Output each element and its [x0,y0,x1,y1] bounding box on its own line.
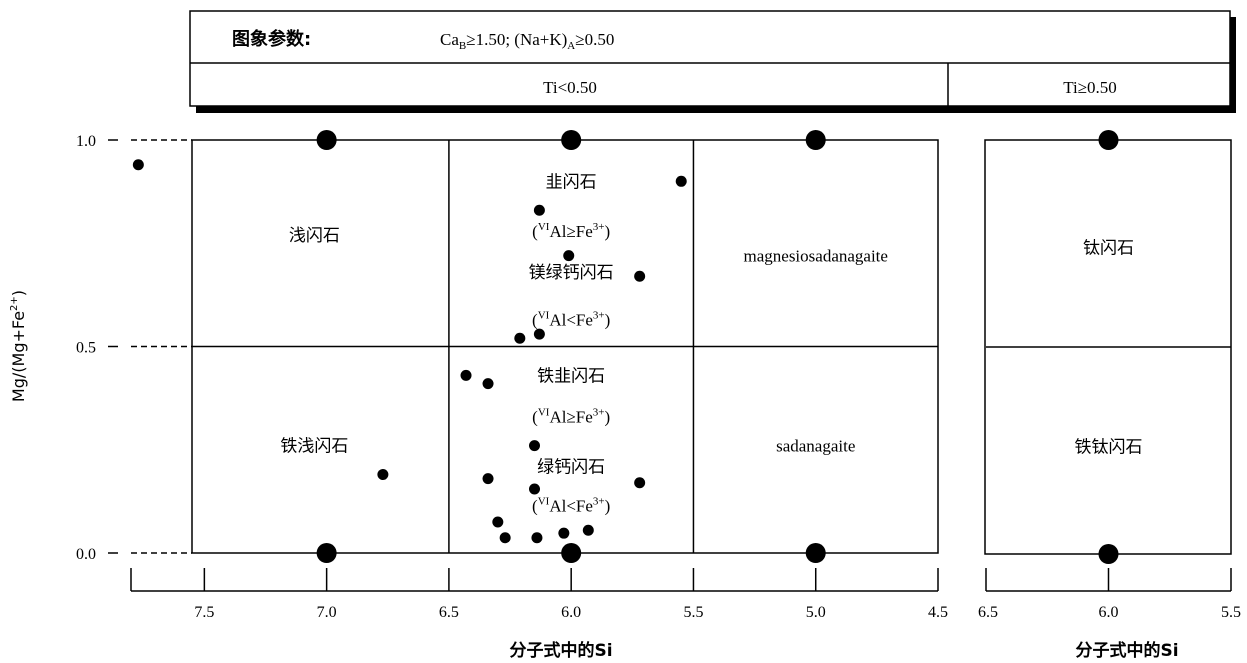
main-x-tick-label-4: 5.5 [683,604,703,621]
main-data-point-11 [482,473,494,485]
main-data-point-14 [492,516,504,528]
main-data-point-17 [558,527,570,539]
main-field-label-7: sadanagaite [776,437,855,456]
main-field-label-0: 浅闪石 [289,226,340,246]
main-large-marker-1 [561,130,582,150]
side-x-axis: 6.5 6.0 5.5 [978,568,1241,621]
main-x-axis: 7.5 7.0 6.5 6.0 5.5 5.0 4.5 [130,568,948,621]
main-data-points [132,159,687,544]
header-label: 图象参数: [232,28,311,50]
main-sub-label-3: (VIAl<Fe3+) [532,496,610,516]
side-large-marker-1 [1098,544,1119,564]
header-panel: 图象参数: CaB≥1.50; (Na+K)A≥0.50 Ti<0.50 Ti≥… [189,10,1236,113]
side-x-tick-label-1: 6.0 [1099,604,1119,621]
main-sub-label-1: (VIAl<Fe3+) [532,310,610,330]
main-y-tick-label-2: 1.0 [76,133,96,150]
main-sub-label-0: (VIAl≥Fe3+) [532,221,610,241]
main-large-marker-3 [316,543,337,563]
main-data-point-3 [563,250,575,262]
main-data-point-1 [533,204,545,216]
main-data-point-9 [529,440,540,452]
main-subscript-labels: (VIAl≥Fe3+) (VIAl<Fe3+) (VIAl≥Fe3+) (VIAl<F… [532,221,610,516]
main-large-marker-2 [805,130,826,150]
main-data-point-2 [675,175,687,187]
main-field-label-6: magnesiosadanagaite [744,247,888,266]
main-data-point-18 [582,524,594,536]
main-field-label-1: 铁浅闪石 [280,437,348,457]
main-y-dashes [108,139,192,554]
side-large-marker-0 [1098,130,1119,150]
header-box [189,10,1231,107]
main-large-marker-0 [316,130,337,150]
main-y-tick-labels: 0.0 0.5 1.0 [76,133,96,563]
main-data-point-10 [377,469,389,481]
main-field-label-3: 镁绿钙闪石 [529,263,614,283]
main-data-point-16 [531,532,543,544]
side-field-label-1: 铁钛闪石 [1075,437,1143,457]
main-x-axis-label: 分子式中的Si [509,640,612,661]
main-x-tick-label-1: 7.0 [317,604,337,621]
main-field-boundaries [192,140,938,553]
main-data-point-7 [460,369,472,381]
main-sub-label-2: (VIAl≥Fe3+) [532,407,610,427]
main-data-point-6 [514,332,526,344]
main-data-point-5 [533,328,545,340]
main-x-tick-label-0: 7.5 [194,604,214,621]
main-data-point-0 [132,159,144,171]
main-x-tick-label-2: 6.5 [439,604,459,621]
main-data-point-12 [634,477,646,489]
main-x-tick-label-5: 5.0 [806,604,826,621]
side-x-tick-label-2: 5.5 [1221,604,1241,621]
side-x-axis-label: 分子式中的Si [1075,640,1178,661]
main-field-label-4: 铁韭闪石 [537,366,605,386]
main-x-tick-label-6: 4.5 [928,604,948,621]
main-data-point-8 [482,378,494,390]
side-large-markers [1098,130,1119,564]
main-large-markers [316,130,826,563]
main-large-marker-4 [561,543,582,563]
header-right-condition: Ti≥0.50 [1063,78,1117,97]
side-field-label-0: 钛闪石 [1083,239,1134,259]
main-y-tick-label-0: 0.0 [76,546,96,563]
main-data-point-13 [529,483,540,495]
header-condition: CaB≥1.50; (Na+K)A≥0.50 [440,30,614,52]
main-y-tick-label-1: 0.5 [76,340,96,357]
main-large-marker-5 [805,543,826,563]
main-data-point-4 [634,270,646,282]
main-x-tick-label-3: 6.0 [561,604,581,621]
y-axis-label: Mg/(Mg+Fe2+) [9,290,28,402]
side-x-tick-label-0: 6.5 [978,604,998,621]
main-field-label-2: 韭闪石 [546,172,597,192]
main-field-label-5: 绿钙闪石 [537,457,605,477]
main-data-point-15 [499,532,511,544]
header-left-condition: Ti<0.50 [543,78,597,97]
